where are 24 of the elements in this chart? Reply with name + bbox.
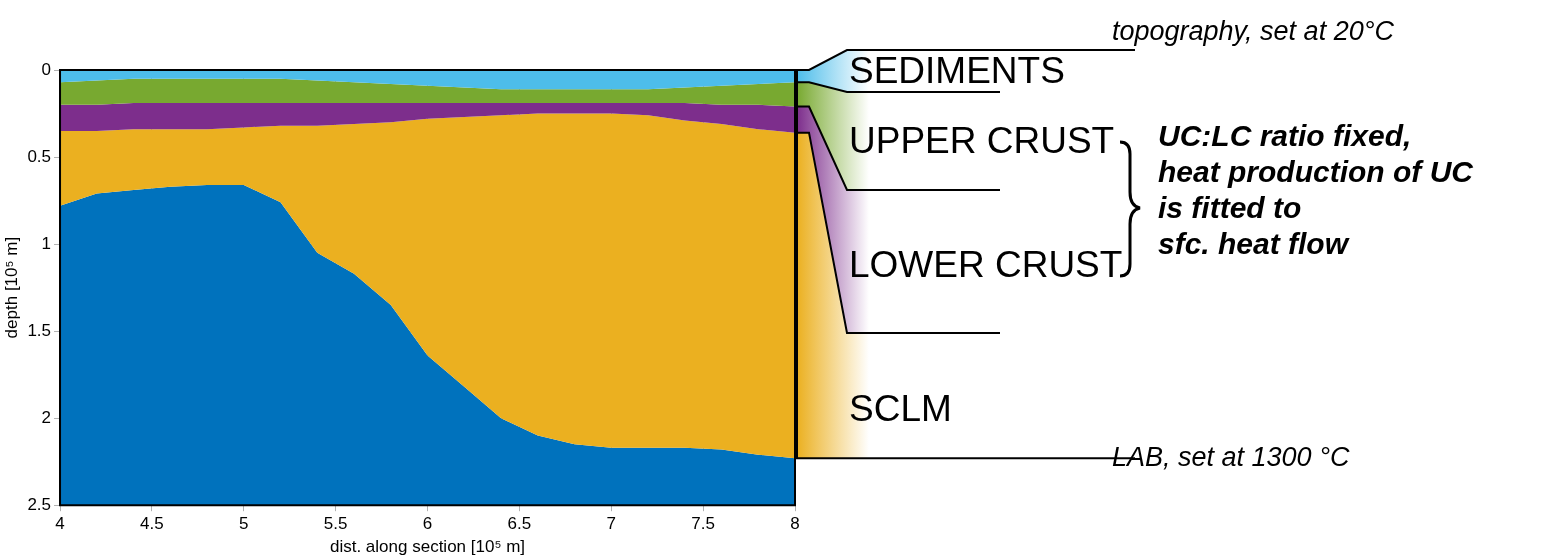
y-tick-label: 0 [41,59,52,79]
x-tick-label: 7 [606,514,616,534]
text: topography, set at 20°C [1112,16,1394,46]
series-label: SEDIMENTS [849,50,1065,91]
y-tick-label: 2 [41,407,52,427]
text: LOWER CRUST [849,244,1123,285]
x-tick-label: 8 [790,514,800,534]
y-tick-label: 0.5 [27,146,52,166]
y-tick-label: 1.5 [27,320,52,340]
series-label: SCLM [849,388,952,429]
x-tick-label: 5 [239,514,249,534]
text: UC:LC ratio fixed, heat production of UC is fitted to sfc. heat flow [1158,118,1473,262]
y-axis-title: depth [10⁵ m] [1,236,21,339]
x-tick-label: 4.5 [140,514,164,534]
x-tick-label: 6.5 [507,514,532,534]
x-tick-label: 5.5 [323,514,348,534]
x-axis-title: dist. along section [10⁵ m] [329,537,526,557]
legend-label: UPPER CRUST [849,120,1115,161]
x-tick-label: 6 [422,514,433,534]
x-tick-label: 4 [55,514,65,534]
x-tick-label: 7.5 [691,514,715,534]
y-tick-label: 2.5 [27,494,52,514]
y-tick-label: 1 [41,233,52,253]
text: LAB, set at 1300 °C [1112,442,1350,472]
